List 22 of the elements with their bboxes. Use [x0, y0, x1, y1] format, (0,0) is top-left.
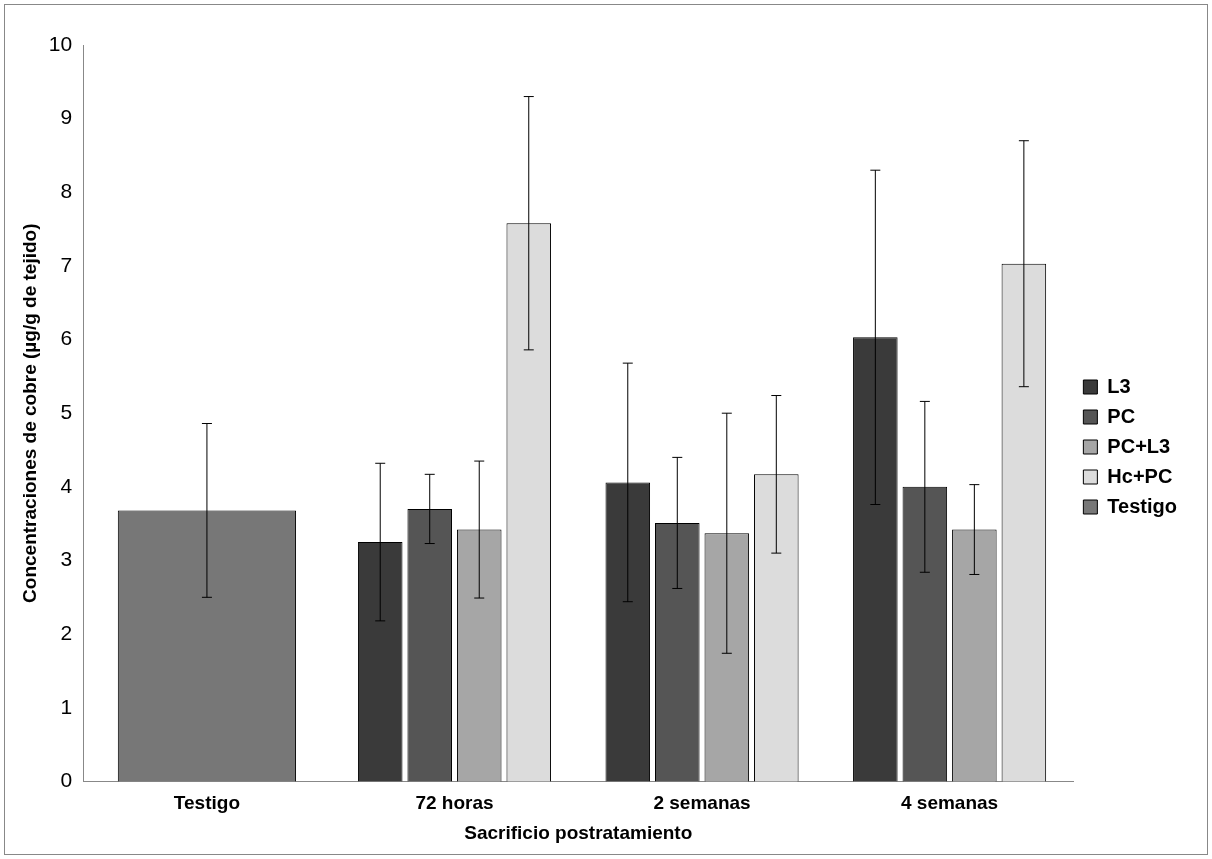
y-tick-label: 4: [60, 473, 73, 497]
x-axis-title: Sacrificio postratamiento: [464, 821, 693, 843]
y-tick-label: 0: [60, 768, 73, 792]
legend-label: PC: [1107, 404, 1136, 427]
y-tick-label: 2: [60, 620, 73, 644]
legend-label: Testigo: [1107, 494, 1178, 517]
x-tick-label: 2 semanas: [653, 792, 751, 814]
y-tick-label: 9: [60, 105, 73, 129]
y-axis-title: Concentraciones de cobre (µg/g de tejido): [18, 223, 40, 603]
y-tick-label: 7: [60, 252, 73, 276]
legend-label: PC+L3: [1107, 434, 1171, 457]
y-tick-label: 1: [60, 694, 73, 718]
y-tick-label: 3: [60, 547, 73, 571]
legend-label: L3: [1107, 374, 1131, 397]
y-tick-label: 6: [60, 326, 73, 350]
y-tick-label: 5: [60, 400, 73, 423]
y-tick-label: 10: [48, 31, 73, 55]
x-tick-label: 72 horas: [415, 792, 494, 814]
x-tick-label: 4 semanas: [901, 792, 999, 814]
y-tick-label: 8: [60, 179, 73, 203]
x-tick-label: Testigo: [173, 792, 241, 814]
legend-label: Hc+PC: [1107, 464, 1173, 487]
